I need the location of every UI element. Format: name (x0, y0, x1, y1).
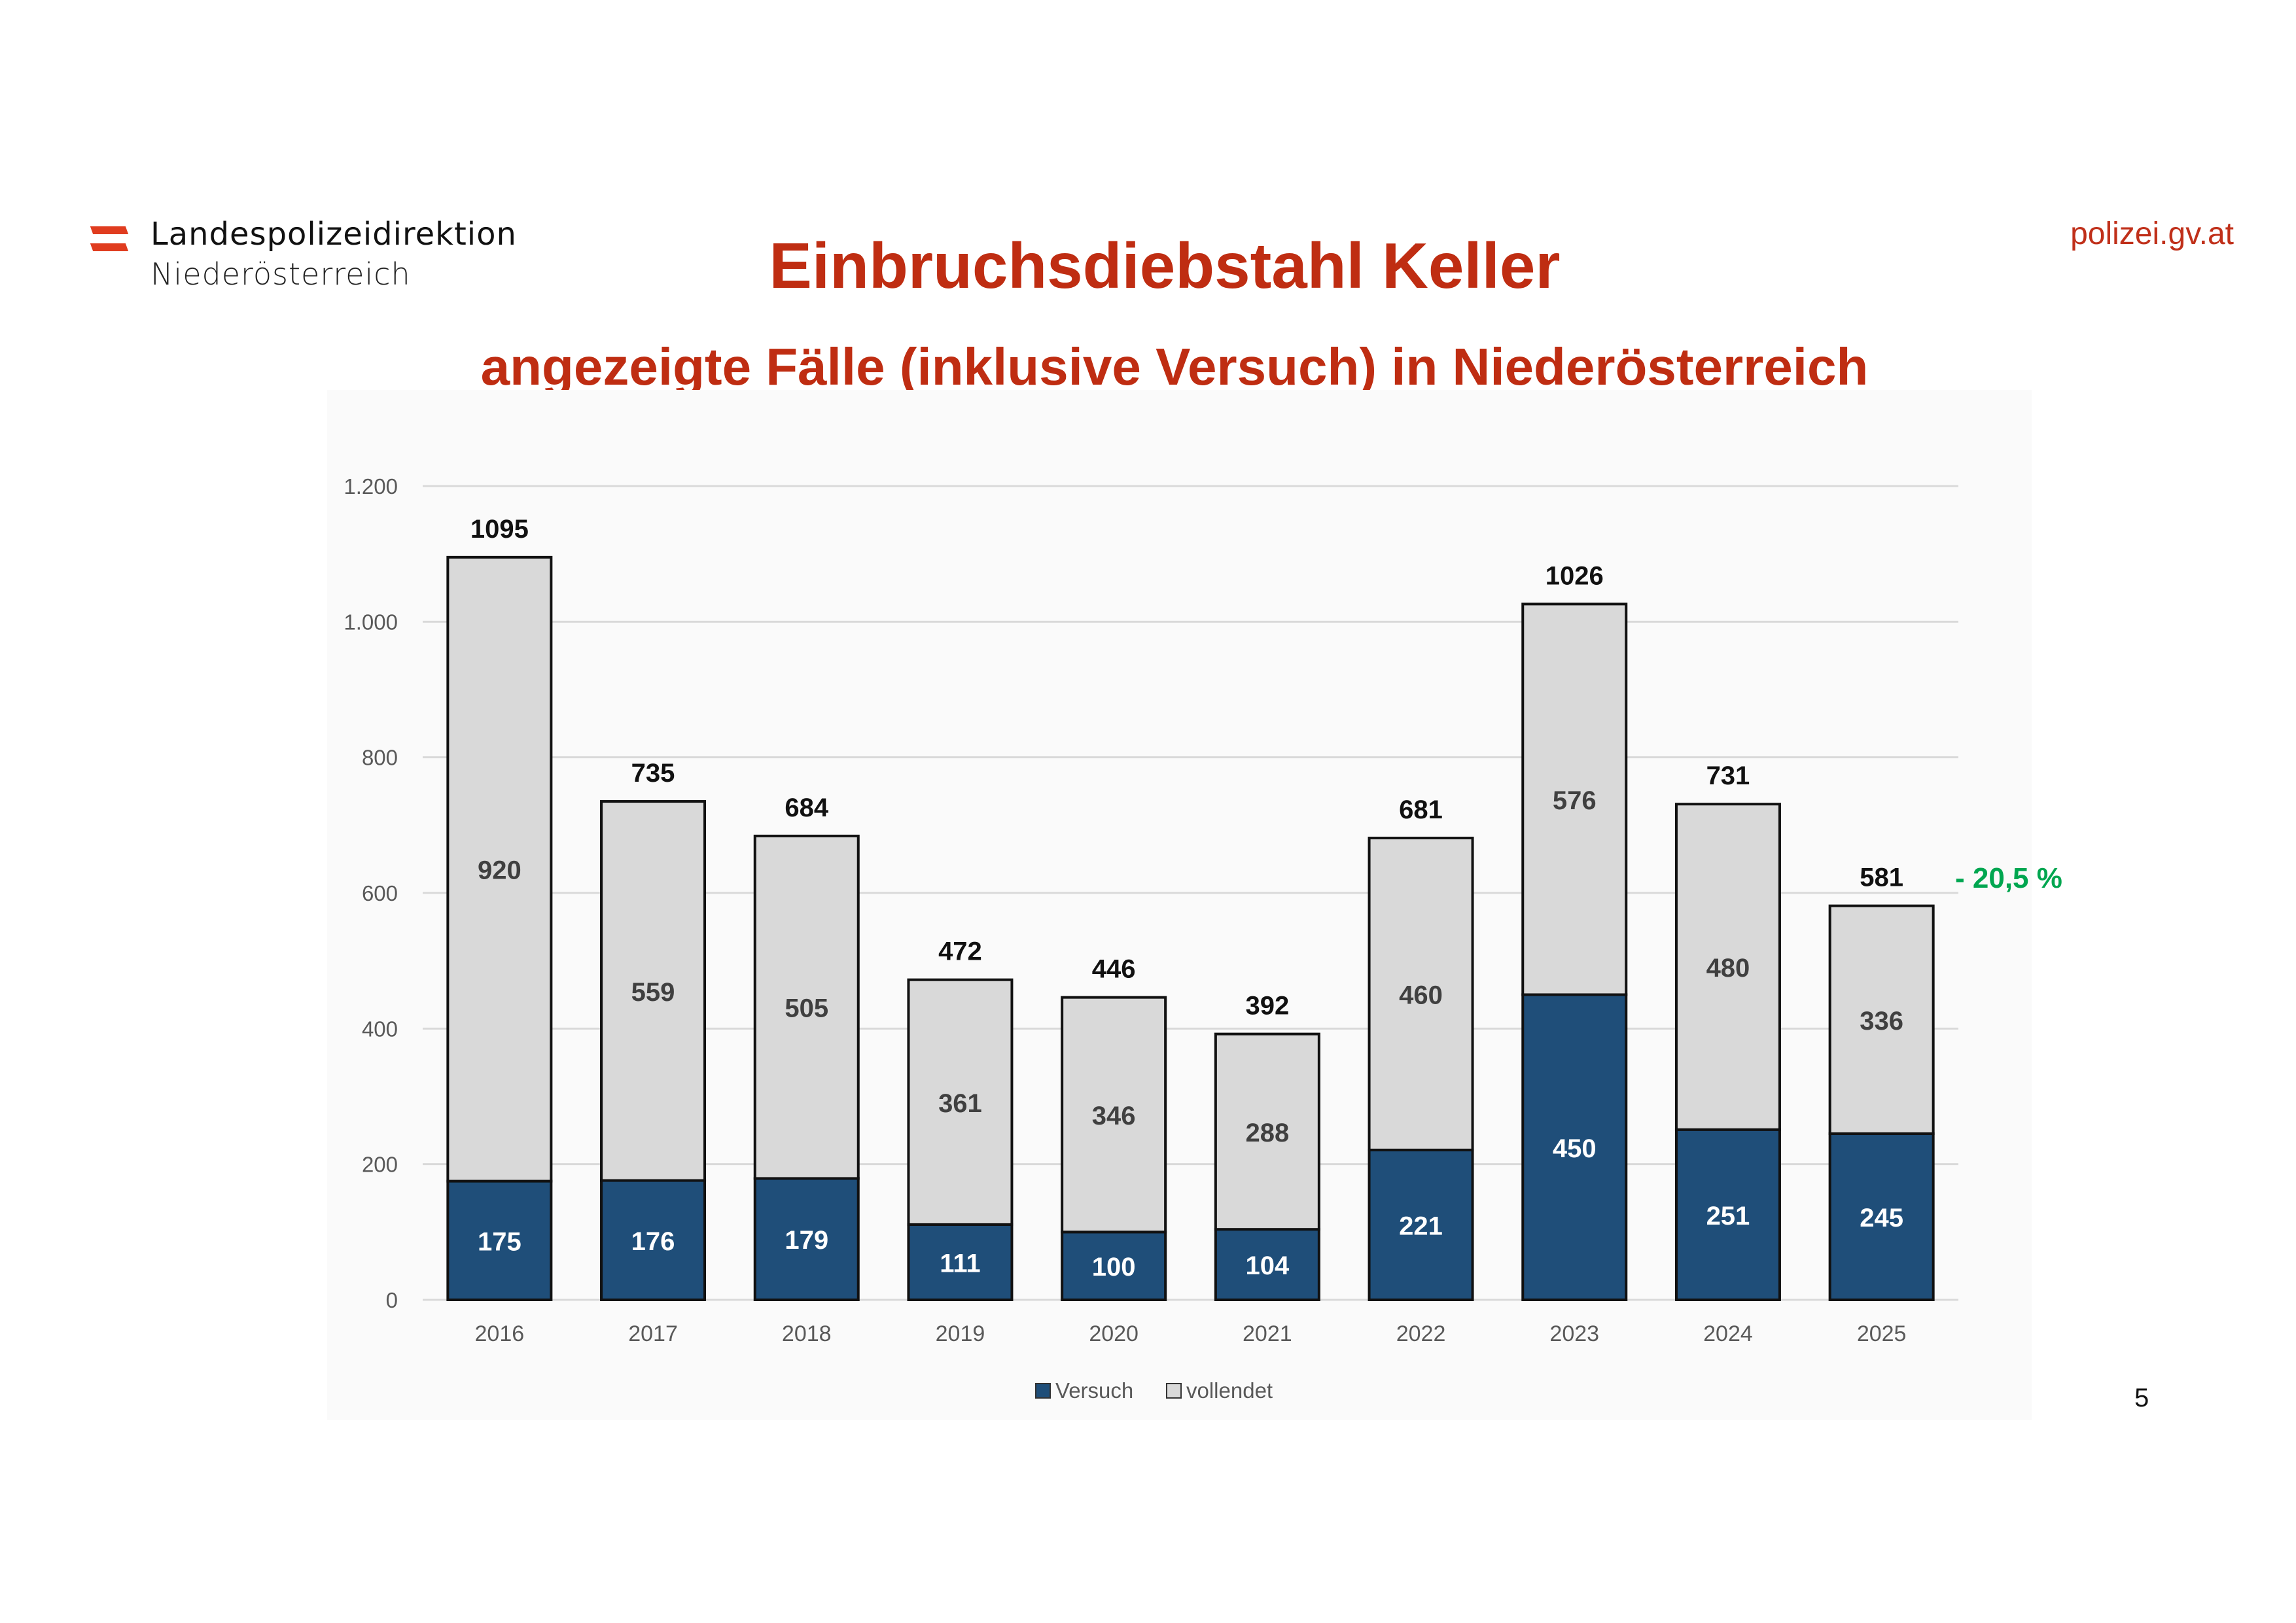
data-label-vollendet: 336 (1860, 1007, 1903, 1036)
data-label-vollendet: 505 (785, 994, 828, 1023)
data-label-versuch: 104 (1245, 1251, 1289, 1280)
legend-label: vollendet (1186, 1378, 1273, 1403)
change-annotation: - 20,5 % (1955, 862, 2062, 894)
x-tick-label: 2025 (1857, 1321, 1907, 1346)
x-tick-label: 2018 (782, 1321, 832, 1346)
y-tick-label: 200 (362, 1153, 398, 1177)
page-number: 5 (2134, 1384, 2149, 1412)
bar-versuch (907, 1223, 1014, 1302)
data-label-versuch: 251 (1706, 1202, 1750, 1230)
data-label-versuch: 176 (631, 1227, 675, 1256)
total-label: 1026 (1545, 561, 1604, 590)
bar-vollendet (1828, 904, 1935, 1136)
data-label-vollendet: 480 (1706, 954, 1750, 983)
y-tick-label: 800 (362, 746, 398, 770)
bar-vollendet (1061, 996, 1167, 1234)
y-tick-label: 1.200 (344, 474, 398, 498)
x-tick-label: 2019 (936, 1321, 985, 1346)
legend-swatch-versuch (1035, 1383, 1051, 1399)
data-label-versuch: 179 (785, 1226, 828, 1255)
y-tick-label: 0 (386, 1288, 398, 1312)
total-label: 446 (1092, 955, 1136, 984)
data-label-versuch: 221 (1399, 1212, 1443, 1240)
legend-label: Versuch (1055, 1378, 1133, 1403)
x-tick-label: 2020 (1089, 1321, 1139, 1346)
data-label-versuch: 111 (940, 1249, 980, 1278)
data-label-versuch: 245 (1860, 1204, 1903, 1232)
data-label-vollendet: 559 (631, 978, 675, 1007)
total-label: 684 (785, 794, 828, 822)
logo-line1: Landespolizeidirektion (150, 216, 517, 253)
total-label: 681 (1399, 795, 1443, 824)
bar-vollendet (753, 834, 860, 1180)
total-label: 581 (1860, 864, 1903, 892)
bar-versuch (1521, 993, 1628, 1301)
data-label-versuch: 450 (1553, 1134, 1597, 1163)
bar-versuch (600, 1179, 707, 1301)
legend-swatch-vollendet (1166, 1383, 1182, 1399)
bar-vollendet (1214, 1032, 1320, 1231)
bar-vollendet (600, 800, 707, 1182)
bar-versuch (1368, 1148, 1474, 1301)
x-tick-label: 2016 (475, 1321, 525, 1346)
data-label-vollendet: 576 (1553, 786, 1597, 815)
bar-vollendet (1521, 602, 1628, 996)
total-label: 1095 (470, 515, 529, 544)
y-tick-label: 400 (362, 1017, 398, 1041)
x-tick-label: 2021 (1243, 1321, 1292, 1346)
x-tick-label: 2022 (1396, 1321, 1446, 1346)
x-tick-label: 2017 (628, 1321, 678, 1346)
bar-vollendet (1368, 837, 1474, 1151)
bar-vollendet (907, 978, 1014, 1226)
y-tick-label: 1.000 (344, 610, 398, 634)
data-label-vollendet: 346 (1092, 1102, 1136, 1130)
bar-versuch (1061, 1230, 1167, 1302)
y-tick-label: 600 (362, 881, 398, 905)
total-label: 735 (631, 759, 675, 788)
lpd-logo: Landespolizeidirektion Niederösterreich (90, 216, 530, 307)
bar-vollendet (446, 555, 553, 1183)
bar-versuch (1828, 1132, 1935, 1302)
total-label: 472 (938, 937, 982, 966)
data-label-versuch: 100 (1092, 1253, 1136, 1282)
x-tick-label: 2024 (1703, 1321, 1753, 1346)
bar-vollendet (1674, 803, 1781, 1131)
data-label-vollendet: 460 (1399, 981, 1443, 1009)
total-label: 392 (1245, 992, 1289, 1021)
logo-line2: Niederösterreich (150, 256, 411, 292)
x-tick-label: 2023 (1549, 1321, 1599, 1346)
bar-versuch (1214, 1228, 1320, 1301)
site-link[interactable]: polizei.gv.at (2070, 217, 2234, 251)
page-subtitle: angezeigte Fälle (inklusive Versuch) in … (480, 338, 1869, 396)
data-label-vollendet: 361 (938, 1089, 982, 1118)
bar-versuch (753, 1177, 860, 1301)
data-label-vollendet: 288 (1245, 1119, 1289, 1147)
total-label: 731 (1706, 761, 1750, 790)
data-label-vollendet: 920 (478, 856, 521, 885)
page-title: Einbruchsdiebstahl Keller (769, 230, 1561, 302)
data-label-versuch: 175 (478, 1227, 521, 1256)
